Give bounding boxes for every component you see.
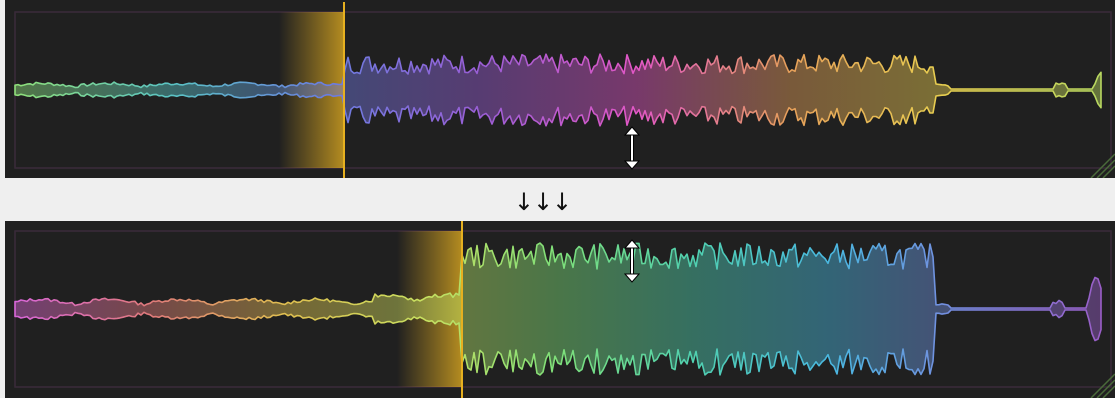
waveform-canvas-bottom[interactable] (5, 221, 1115, 398)
down-arrows-separator: ↓↓↓ (513, 188, 572, 216)
waveform-panel-bottom[interactable] (5, 221, 1115, 398)
waveform-panel-top[interactable] (5, 0, 1115, 178)
vertical-resize-cursor (623, 239, 641, 283)
waveform-shape (14, 53, 1102, 127)
vertical-resize-cursor (623, 126, 641, 170)
corner-resize-grip (1090, 373, 1115, 398)
corner-resize-grip (1090, 153, 1115, 178)
waveform-shape (14, 242, 1102, 376)
waveform-canvas-top[interactable] (5, 0, 1115, 178)
